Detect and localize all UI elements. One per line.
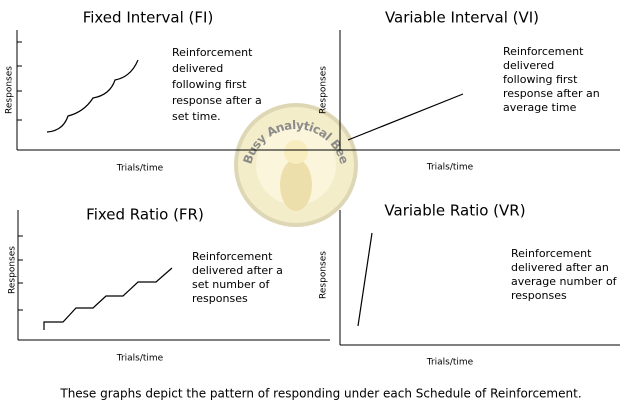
watermark-bee-head [284, 140, 308, 164]
y-axis-label: Responses [5, 66, 15, 114]
description-line: Reinforcement [172, 46, 253, 59]
response-curve [43, 267, 173, 330]
description-line: delivered after a [192, 264, 283, 277]
x-axis-label: Trials/time [116, 164, 164, 174]
response-curve [347, 93, 464, 141]
y-axis-label: Responses [319, 66, 329, 114]
panel-fi: Fixed Interval (FI) Responses Trials/tim… [5, 9, 340, 174]
y-axis-label: Responses [319, 251, 329, 299]
response-curve [357, 232, 373, 327]
description-line: delivered [172, 62, 223, 75]
x-axis-label: Trials/time [426, 163, 474, 173]
watermark: Busy Analytical Bee [234, 103, 358, 227]
panel-title: Variable Interval (VI) [385, 9, 539, 27]
description-line: Reinforcement [503, 45, 584, 58]
panel-vi: Variable Interval (VI) Responses Trials/… [319, 9, 620, 173]
x-axis-label: Trials/time [116, 354, 164, 364]
description-line: responses [192, 292, 248, 305]
description-line: responses [511, 289, 567, 302]
description-line: set number of [192, 278, 270, 291]
panel-title: Fixed Interval (FI) [83, 9, 214, 27]
watermark-bee [280, 159, 312, 211]
caption: These graphs depict the pattern of respo… [59, 387, 581, 401]
panel-vr: Variable Ratio (VR) Responses Trials/tim… [319, 202, 620, 368]
watermark-badge [234, 103, 358, 227]
description-line: average number of [511, 275, 618, 288]
axis-ticks [18, 235, 23, 311]
description-line: delivered after an [511, 261, 609, 274]
axis-ticks [17, 41, 22, 121]
description-line: Reinforcement [192, 250, 273, 263]
description-line: delivered [503, 59, 554, 72]
panel-title: Fixed Ratio (FR) [86, 206, 204, 224]
description-line: set time. [172, 110, 221, 123]
description-line: average time [503, 101, 577, 114]
description-line: following first [172, 78, 247, 91]
panel-fr: Fixed Ratio (FR) Responses Trials/time R… [8, 206, 330, 364]
description-line: response after a [172, 94, 262, 107]
x-axis-label: Trials/time [426, 358, 474, 368]
watermark-inner [256, 125, 336, 205]
description: Reinforcement delivered after an average… [511, 247, 618, 302]
description: Reinforcement delivered following first … [172, 46, 262, 123]
response-curve [46, 59, 139, 133]
description-line: Reinforcement [511, 247, 592, 260]
description-line: following first [503, 73, 578, 86]
description-line: response after an [503, 87, 600, 100]
y-axis-label: Responses [8, 246, 18, 294]
description: Reinforcement delivered following first … [503, 45, 600, 114]
panel-title: Variable Ratio (VR) [384, 202, 525, 220]
description: Reinforcement delivered after a set numb… [192, 250, 283, 305]
